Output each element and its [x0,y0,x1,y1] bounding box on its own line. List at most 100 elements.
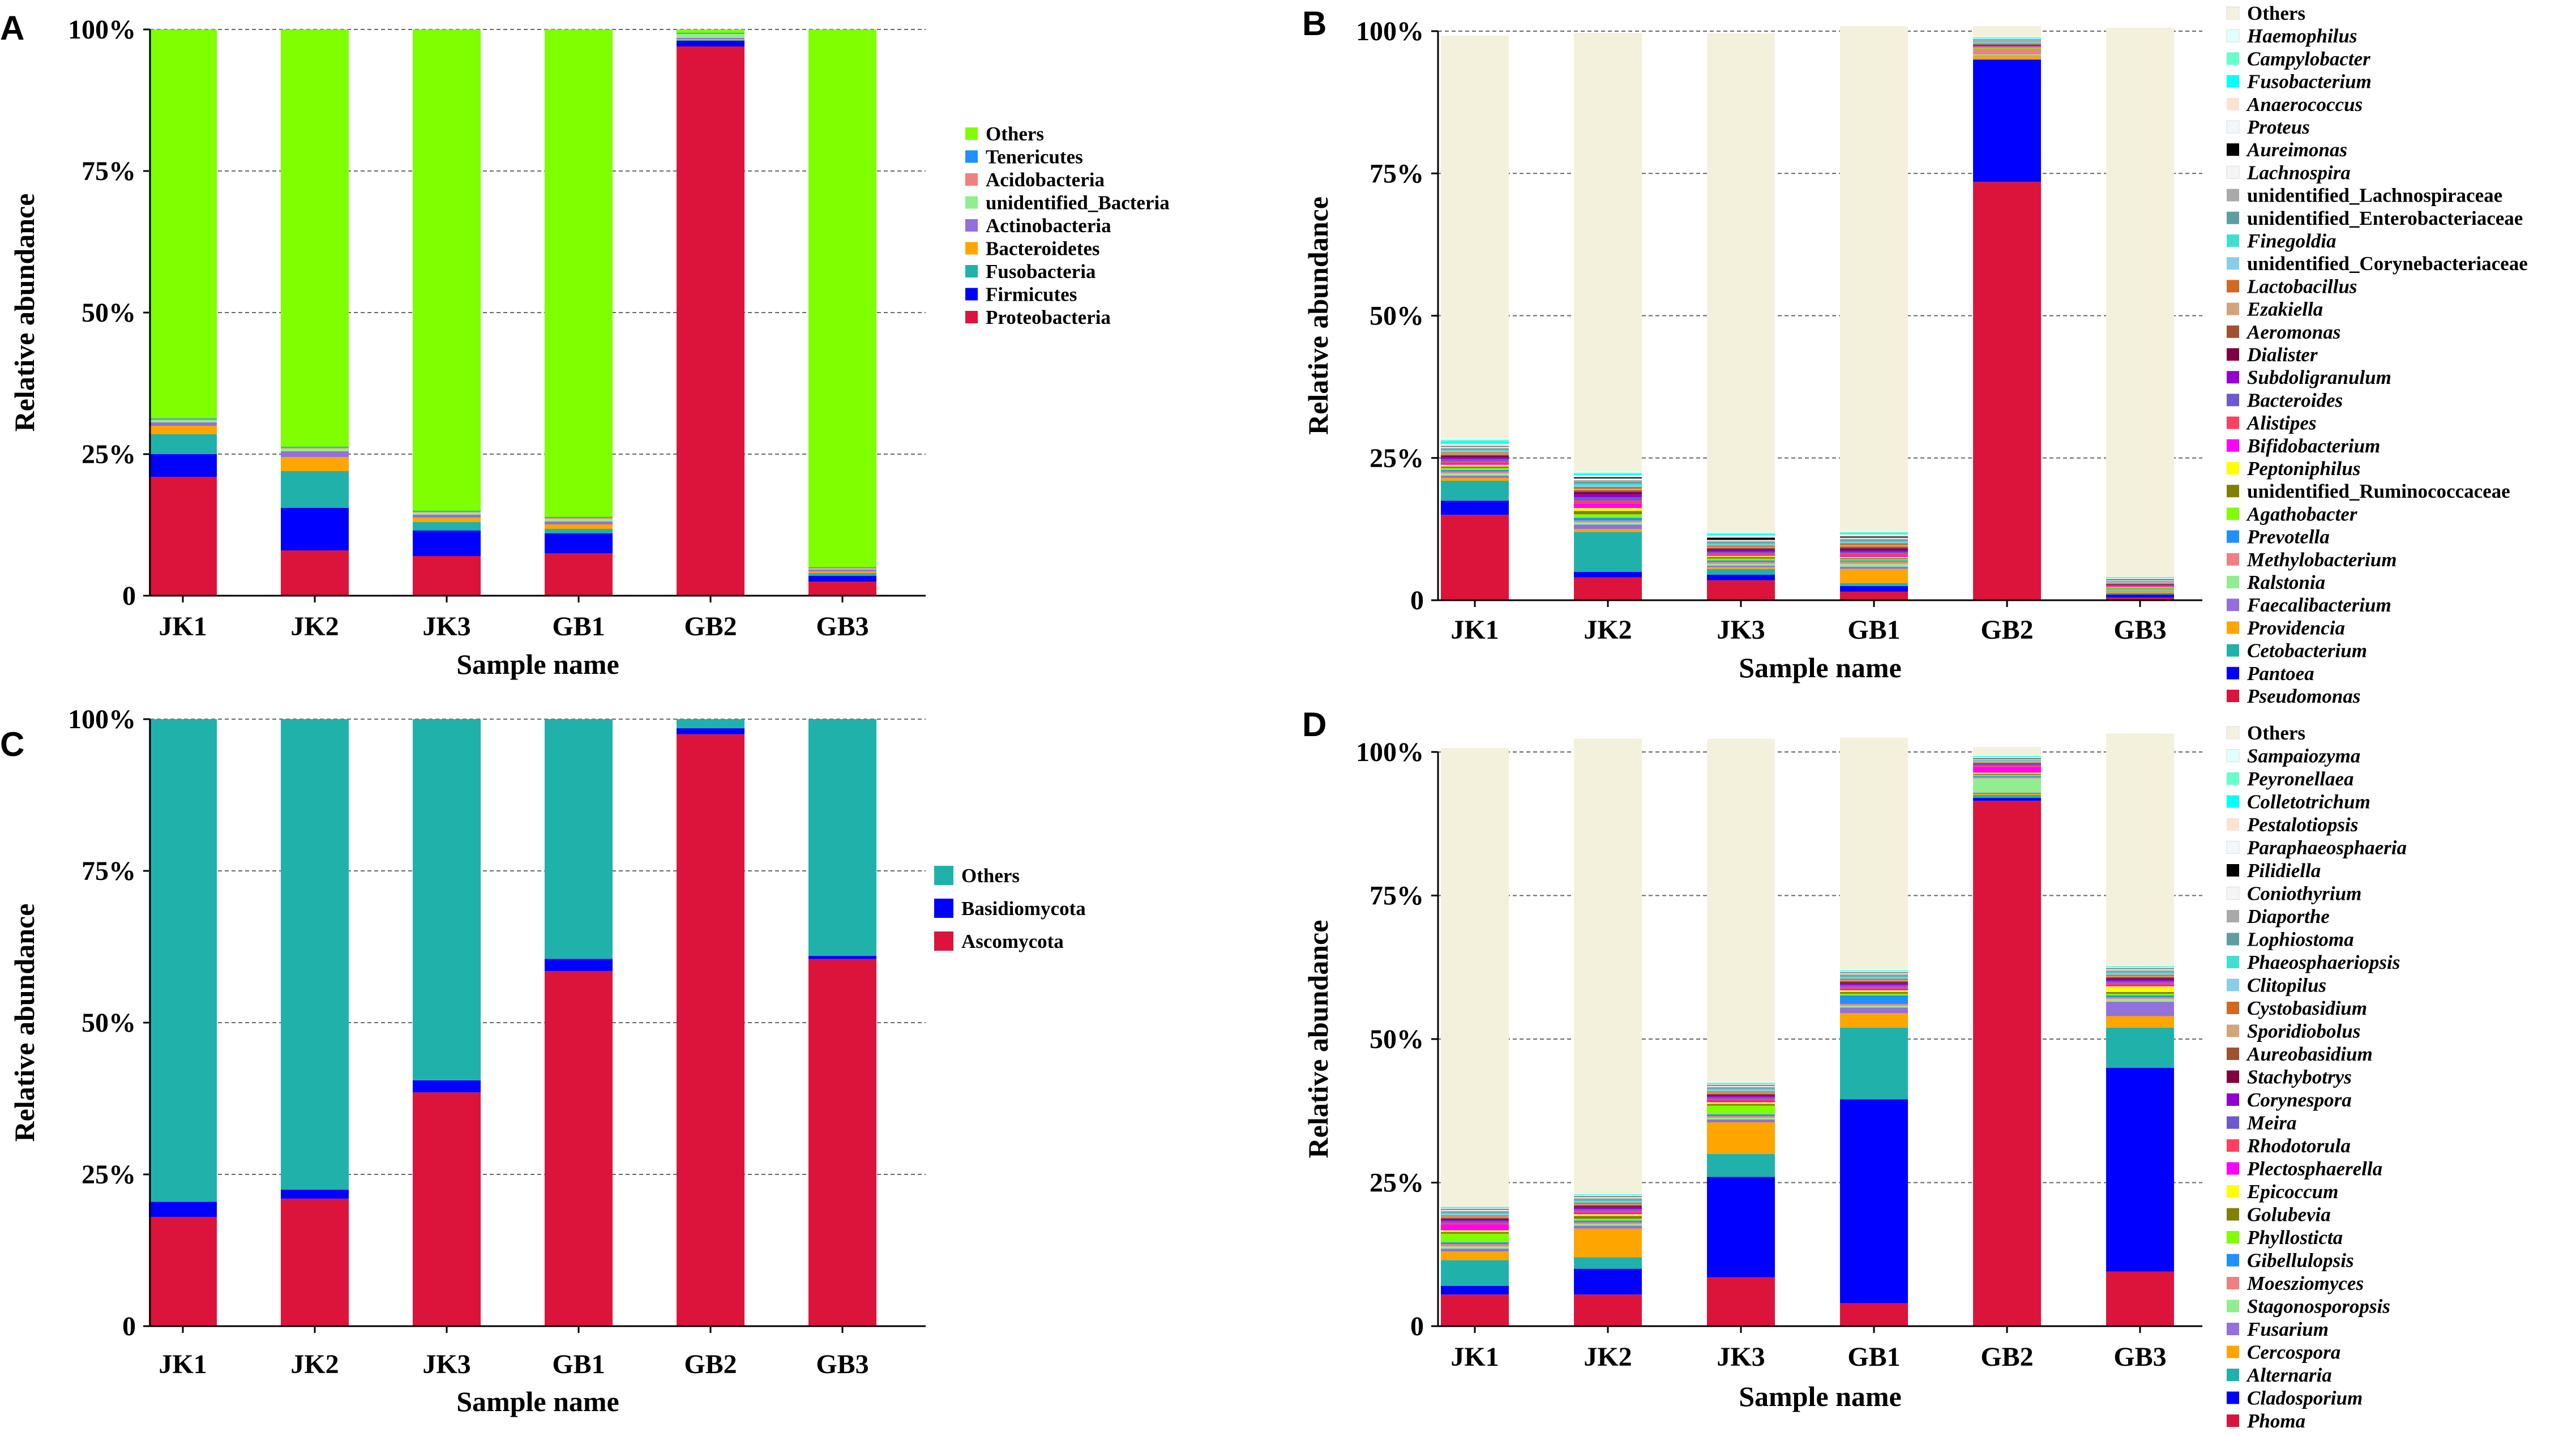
legend-label: Ralstonia [2246,571,2325,593]
legend-swatch [2227,666,2239,679]
legend-swatch [2227,1208,2239,1221]
y-tick-label: 0 [1410,1311,1424,1341]
bar-segment-gb3-unidentified-enterobacteriaceae [2106,580,2174,582]
bar-segment-jk2-fusobacteria [281,471,349,508]
bar-segment-jk3-unidentified-corynebacteriaceae [1707,544,1775,546]
bar-segment-gb2-epicoccum [1973,772,2041,774]
bar-segment-gb1-pilidiella [1840,972,1908,973]
bar-segment-gb2-campylobacter [1973,37,2041,39]
legend-label: Meira [2246,1112,2297,1134]
bar-segment-gb3-dialister [2106,584,2174,585]
legend-swatch [2227,1048,2239,1060]
legend-swatch [2227,933,2239,946]
bar-segment-jk2-peptoniphilus [1574,508,1642,511]
legend-label: unidentified_Corynebacteriaceae [2247,253,2528,275]
bar-segment-gb2-pseudomonas [1973,182,2041,600]
legend-swatch [2227,189,2239,202]
legend-label: Prevotella [2246,526,2330,548]
bar-segment-gb1-phyllosticta [1840,993,1908,995]
x-tick-label: GB2 [684,1349,737,1379]
bar-segment-jk3-providencia [1707,567,1775,569]
bar-segment-gb3-stagonosporopsis [2106,999,2174,1002]
bar-segment-gb1-aureimonas [1840,536,1908,538]
bar-segment-jk3-cladosporium [1707,1177,1775,1277]
bar-segment-jk2-fusarium [1574,1225,1642,1229]
bar-segment-jk1-aeromonas [1441,454,1509,456]
bar-segment-jk1-colletotrichum [1441,1207,1509,1208]
bar-segment-gb1-finegoldia [1840,541,1908,542]
bar-segment-gb3-meira [2106,981,2174,983]
bar-segment-jk1-cladosporium [1441,1286,1509,1295]
legend-label: Lachnospira [2246,161,2351,183]
bar-segment-gb1-peptoniphilus [1840,557,1908,558]
legend-swatch [2227,1277,2239,1289]
legend-swatch [2226,6,2240,20]
bar-segment-gb2-lachnospira [1973,40,2041,41]
bar-segment-gb1-faecalibacterium [1840,566,1908,569]
legend-swatch [2227,394,2239,407]
legend-swatch [2227,507,2239,520]
bar-segment-gb1-cladosporium [1840,1099,1908,1303]
bar-segment-gb1-diaporthe [1840,974,1908,976]
bar-segment-gb1-coniothyrium [1840,973,1908,975]
legend-swatch [2227,1345,2239,1358]
bar-segment-gb1-gibellulopsis [1840,995,1908,1005]
y-tick-label: 100% [68,704,136,734]
bar-segment-jk2-campylobacter [1574,472,1642,474]
bar-segment-gb3-firmicutes [808,576,876,582]
bar-segment-gb3-coniothyrium [2106,969,2174,971]
bar-segment-jk1-sporidiobolus [1441,1216,1509,1218]
bar-segment-gb1-others [1840,737,1908,970]
panel-letter: D [1302,706,1326,743]
bar-segment-jk1-aureobasidium [1441,1217,1509,1219]
bar-segment-jk1-paraphaeosphaeria [1441,1208,1509,1210]
legend-swatch [2227,1116,2239,1129]
bar-segment-gb2-unidentified-enterobacteriaceae [1973,41,2041,42]
legend-label: Tenericutes [986,146,1083,168]
bar-segment-gb1-phoma [1840,1303,1908,1326]
bar-segment-jk1-pantoea [1441,501,1509,515]
bar-segment-gb3-alternaria [2106,1027,2174,1068]
bar-segment-gb1-epicoccum [1840,990,1908,992]
y-tick-label: 0 [1410,585,1424,616]
bar-segment-gb1-cystobasidium [1840,978,1908,980]
bar-segment-jk1-phoma [1441,1294,1509,1326]
bar-segment-jk2-basidiomycota [281,1189,349,1199]
bar-segment-gb1-unidentified-corynebacteriaceae [1840,542,1908,544]
legend-label: Phoma [2246,1410,2305,1432]
bar-segment-gb1-proteobacteria [545,553,613,596]
bar-segment-gb2-sporidiobolus [1973,762,2041,763]
legend-swatch [2227,257,2239,270]
y-tick-label: 50% [82,1008,136,1038]
x-tick-label: JK2 [290,1349,339,1379]
x-axis-title: Sample name [1739,1381,1902,1412]
bar-segment-jk2-aureimonas [1574,477,1642,478]
legend-swatch [2227,1162,2239,1175]
legend-label: Others [961,865,1020,887]
bar-segment-jk1-corynespora [1441,1220,1509,1221]
legend-label: Clitopilus [2247,975,2326,997]
legend-label: Peyronellaea [2246,768,2354,790]
bar-segment-gb2-pestalotiopsis [1973,757,2041,758]
bar-segment-jk3-stagonosporopsis [1707,1117,1775,1119]
bar-segment-jk3-peptoniphilus [1707,555,1775,557]
bar-segment-gb3-phaeosphaeriopsis [2106,972,2174,974]
legend-label: Firmicutes [986,284,1077,306]
y-tick-label: 0 [122,581,136,611]
bar-segment-gb3-pantoea [2106,594,2174,597]
bar-segment-jk2-sporidiobolus [1574,1204,1642,1206]
bar-segment-jk1-stagonosporopsis [1441,1246,1509,1249]
bar-segment-jk2-stachybotrys [1574,1206,1642,1208]
bar-segment-jk1-others [149,29,217,418]
legend-swatch [2226,726,2240,740]
x-tick-label: GB1 [552,612,605,642]
legend-label: unidentified_Enterobacteriaceae [2247,207,2523,229]
legend-swatch [2227,97,2239,110]
legend-swatch [2227,439,2239,452]
bar-segment-gb3-moesziomyces [2106,997,2174,999]
legend-swatch [965,127,978,140]
legend-swatch [2227,416,2239,429]
bar-segment-jk2-others [1574,33,1642,472]
bar-segment-jk2-aureobasidium [1574,1205,1642,1207]
bar-segment-gb2-lactobacillus [1973,43,2041,44]
